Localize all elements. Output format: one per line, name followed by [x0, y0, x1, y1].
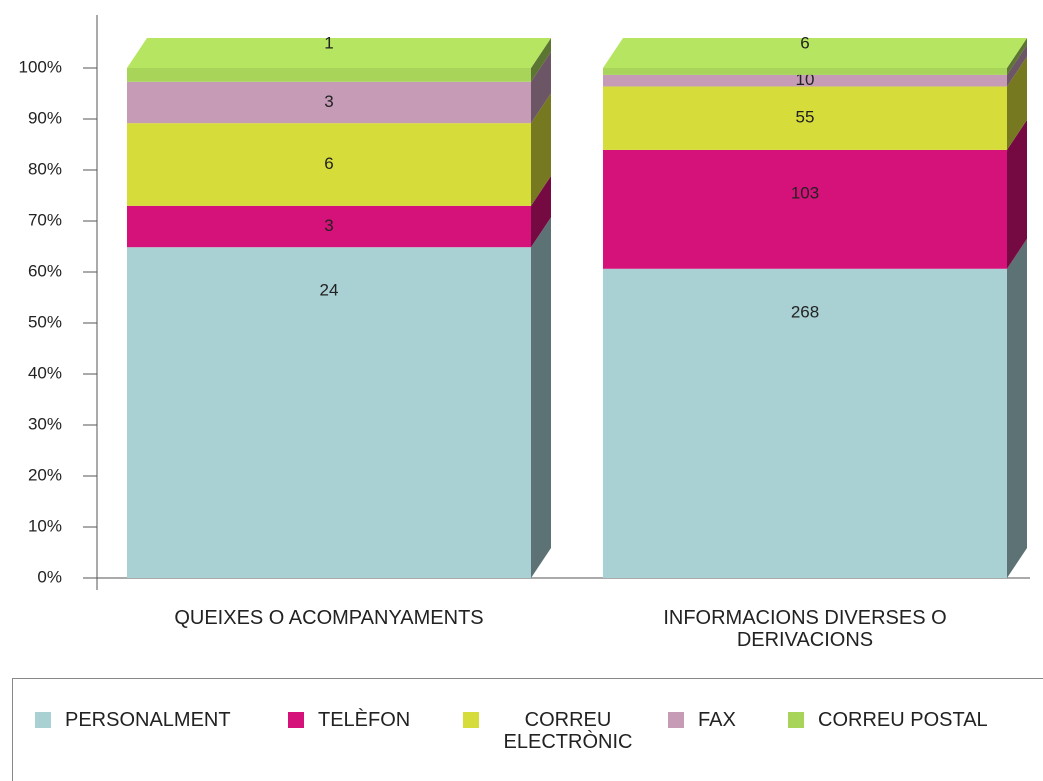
- y-tick-label: 80%: [28, 159, 62, 178]
- bar-side: [531, 175, 551, 248]
- data-label: 3: [324, 92, 333, 111]
- legend-label: PERSONALMENT: [65, 709, 231, 731]
- bar-side: [531, 217, 551, 578]
- y-tick-label: 40%: [28, 363, 62, 382]
- y-tick-label: 10%: [28, 516, 62, 535]
- y-tick-label: 90%: [28, 108, 62, 127]
- data-label: 3: [324, 216, 333, 235]
- y-tick-label: 50%: [28, 312, 62, 331]
- data-label: 55: [796, 108, 815, 127]
- y-tick-label: 70%: [28, 210, 62, 229]
- y-tick-label: 100%: [19, 57, 62, 76]
- bar-segment: [127, 123, 531, 206]
- legend-swatch: [788, 712, 804, 728]
- y-tick-label: 0%: [37, 567, 62, 586]
- bar-segment: [127, 68, 531, 82]
- legend-label: FAX: [698, 709, 736, 731]
- y-tick-label: 60%: [28, 261, 62, 280]
- data-label: 10: [796, 70, 815, 89]
- legend-label: CORREU ELECTRÒNIC: [503, 709, 633, 753]
- legend-label: CORREU POSTAL: [818, 709, 988, 731]
- x-tick-label: QUEIXES O ACOMPANYAMENTS: [174, 607, 484, 629]
- bar-top: [603, 38, 1027, 68]
- legend-entry: PERSONALMENT: [35, 709, 231, 731]
- legend-swatch: [288, 712, 304, 728]
- data-label: 6: [324, 154, 333, 173]
- x-tick-label: INFORMACIONS DIVERSES O DERIVACIONS: [663, 607, 947, 651]
- bar-segment: [603, 74, 1007, 87]
- bar-side: [531, 93, 551, 206]
- bar-segment: [603, 149, 1007, 269]
- legend-swatch: [463, 712, 479, 728]
- legend-entry: CORREU ELECTRÒNIC: [463, 709, 643, 753]
- data-label: 1: [324, 33, 333, 52]
- bar-side: [531, 51, 551, 124]
- bar-top: [127, 38, 551, 68]
- bar-segment: [603, 86, 1007, 150]
- bar-side: [1007, 119, 1027, 269]
- legend-entry: TELÈFON: [288, 709, 410, 731]
- bar-side: [1007, 38, 1027, 75]
- bar-side: [1007, 44, 1027, 87]
- bar-segment: [127, 247, 531, 578]
- legend-swatch: [35, 712, 51, 728]
- data-label: 6: [800, 33, 809, 52]
- legend-entry: FAX: [668, 709, 736, 731]
- legend: PERSONALMENT TELÈFON CORREU ELECTRÒNIC FAX C…: [12, 678, 1043, 781]
- bar-segment: [603, 268, 1007, 578]
- data-label: 268: [791, 302, 819, 321]
- y-tick-label: 30%: [28, 414, 62, 433]
- legend-label: TELÈFON: [318, 709, 411, 731]
- y-tick-label: 20%: [28, 465, 62, 484]
- bar-side: [531, 38, 551, 82]
- bar-segment: [127, 205, 531, 248]
- data-label: 103: [791, 183, 819, 202]
- bar-segment: [603, 68, 1007, 75]
- legend-swatch: [668, 712, 684, 728]
- legend-entry: CORREU POSTAL: [788, 709, 988, 731]
- bar-side: [1007, 238, 1027, 578]
- bar-segment: [127, 81, 531, 124]
- bar-side: [1007, 56, 1027, 150]
- data-label: 24: [320, 281, 339, 300]
